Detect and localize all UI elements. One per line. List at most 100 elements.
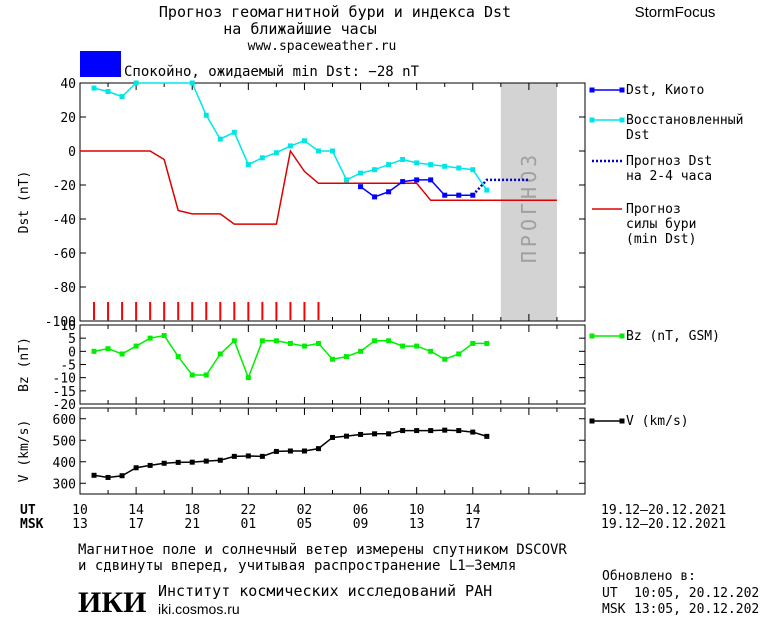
data-point — [470, 340, 476, 346]
v-y-tick-label: 600 — [53, 413, 76, 428]
v-plot-frame — [79, 407, 586, 495]
bz-y-tick-label: -5 — [60, 359, 76, 374]
data-point — [400, 428, 406, 434]
data-point — [301, 343, 307, 349]
bz-y-tick-label: 10 — [60, 319, 76, 334]
legend-marker — [619, 117, 625, 123]
data-point — [414, 428, 420, 434]
legend-label: Восстановленный Dst — [626, 113, 743, 143]
data-point — [315, 446, 321, 452]
data-point — [133, 465, 139, 471]
data-point — [414, 343, 420, 349]
data-point — [133, 80, 139, 86]
speed-panel: 600 500 400 300 V (km/s) — [17, 407, 586, 495]
data-point — [161, 460, 167, 466]
institute-url[interactable]: iki.cosmos.ru — [158, 601, 240, 617]
data-point — [301, 138, 307, 144]
data-point — [203, 372, 209, 378]
msk-date-range: 19.12–20.12.2021 — [601, 517, 726, 532]
ut-axis-label: UT — [20, 503, 36, 518]
data-point — [287, 448, 293, 454]
legend-label-line: силы бури — [626, 217, 696, 232]
ut-date-range: 19.12–20.12.2021 — [601, 503, 726, 518]
data-point — [133, 343, 139, 349]
data-point — [91, 348, 97, 354]
data-point — [358, 170, 364, 176]
data-point — [147, 335, 153, 341]
series-line — [471, 178, 529, 197]
data-point — [386, 431, 392, 437]
updated-msk-label: MSK — [602, 602, 626, 617]
series-line — [360, 179, 473, 198]
msk-axis-label: MSK — [20, 517, 44, 532]
data-point — [231, 129, 237, 135]
updated-msk-value: 13:05, 20.12.2021 — [634, 602, 760, 617]
bz-y-tick-label: -15 — [53, 385, 76, 400]
page-title-line2: на ближайшие часы — [223, 20, 377, 38]
data-point — [217, 351, 223, 357]
data-point — [147, 462, 153, 468]
v-y-tick-label: 400 — [53, 456, 76, 471]
data-point — [119, 473, 125, 479]
legend-label-line: Прогноз Dst — [626, 154, 712, 169]
msk-tick-label: 17 — [465, 517, 481, 532]
data-point — [358, 348, 364, 354]
data-point — [470, 429, 476, 435]
dst-panel: ПРОГНОЗ 40 20 0 -20 -40 -60 -80 -100 Dst (nT) — [17, 77, 586, 330]
data-source-note-line2: и сдвинуты вперед, учитывая распростране… — [78, 558, 516, 574]
data-point — [414, 160, 420, 166]
data-point — [245, 453, 251, 459]
dst-y-tick-label: 20 — [60, 111, 76, 126]
data-point — [428, 428, 434, 434]
data-point — [91, 85, 97, 91]
data-point — [372, 431, 378, 437]
updated-label: Обновлено в: — [602, 569, 696, 584]
data-point — [456, 192, 462, 198]
msk-tick-label: 01 — [241, 517, 257, 532]
data-point — [91, 472, 97, 478]
page-url[interactable]: www.spaceweather.ru — [248, 39, 397, 54]
data-point — [344, 433, 350, 439]
dst-y-tick-label: 0 — [68, 145, 76, 160]
data-source-note-line1: Магнитное поле и солнечный ветер измерен… — [78, 542, 567, 558]
data-point — [456, 428, 462, 434]
data-point — [105, 89, 111, 94]
data-point — [372, 194, 378, 200]
legend-label: V (km/s) — [626, 414, 689, 429]
data-point — [189, 459, 195, 465]
data-point — [203, 458, 209, 464]
data-point — [301, 448, 307, 454]
time-axis-ticks: 10 14 18 22 02 06 10 14 13 17 21 01 05 09 13 17 — [72, 503, 481, 532]
data-point — [105, 474, 111, 480]
dst-y-tick-label: -80 — [53, 281, 76, 296]
updated-ut-label: UT — [602, 586, 618, 601]
data-point — [386, 189, 392, 195]
msk-tick-label: 05 — [297, 517, 313, 532]
forecast-band-label: ПРОГНОЗ — [517, 151, 541, 263]
dst-y-tick-label: 40 — [60, 77, 76, 92]
ut-tick-label: 06 — [353, 503, 369, 518]
data-point — [217, 136, 223, 142]
data-point — [259, 338, 265, 344]
ut-tick-label: 14 — [128, 503, 144, 518]
data-point — [358, 184, 364, 190]
series-line — [93, 82, 488, 191]
dst-y-tick-label: -100 — [45, 315, 76, 330]
msk-tick-label: 21 — [184, 517, 200, 532]
legend-marker — [589, 333, 595, 339]
bz-y-tick-label: 5 — [68, 332, 76, 347]
bz-y-tick-label: -10 — [53, 372, 76, 387]
dst-y-tick-label: -20 — [53, 179, 76, 194]
data-point — [442, 356, 448, 362]
legend-label-line: Dst — [626, 128, 649, 143]
bz-y-tick-label: 0 — [68, 345, 76, 360]
legend-marker — [589, 117, 595, 123]
dst-y-tick-label: -60 — [53, 247, 76, 262]
data-point — [386, 338, 392, 344]
legend-label-line: (min Dst) — [626, 232, 696, 247]
institute-name: Институт космических исследований РАН — [158, 582, 492, 600]
data-point — [330, 148, 335, 154]
ut-tick-label: 10 — [72, 503, 88, 518]
